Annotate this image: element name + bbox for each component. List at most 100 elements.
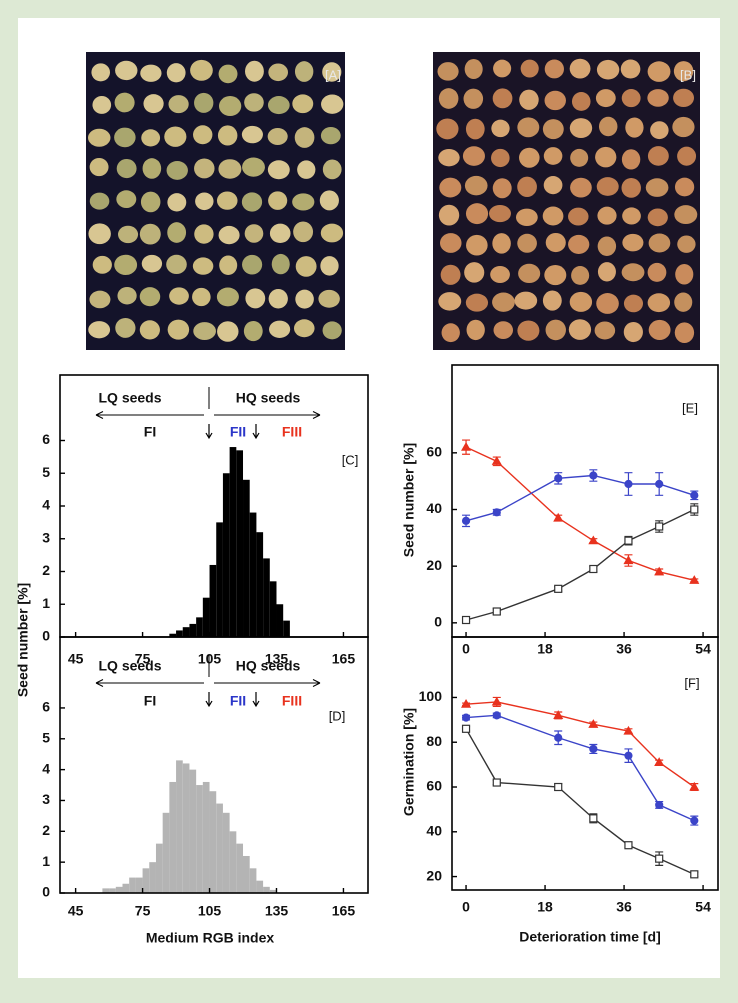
x-tick-label: 75 xyxy=(135,903,151,919)
annotation: [F] xyxy=(684,675,699,690)
seed xyxy=(190,59,213,81)
seed xyxy=(141,129,161,147)
seed xyxy=(438,88,459,109)
bar xyxy=(196,617,203,637)
y-tick-label: 2 xyxy=(42,562,50,578)
marker xyxy=(554,733,563,742)
bar xyxy=(249,868,257,893)
x-tick-label: 0 xyxy=(462,641,470,657)
seed xyxy=(164,126,187,147)
seed xyxy=(166,63,186,83)
seed xyxy=(464,262,485,283)
seed xyxy=(167,193,187,212)
annotation: [E] xyxy=(682,400,698,415)
bar xyxy=(149,862,156,893)
seed xyxy=(675,264,694,285)
marker xyxy=(624,536,633,545)
seed xyxy=(88,128,111,147)
x-tick-label: 36 xyxy=(616,899,632,915)
seed xyxy=(118,225,139,244)
y-tick-label: 2 xyxy=(42,822,50,838)
class-arrow xyxy=(205,424,213,440)
range-arrow xyxy=(214,679,321,687)
seed xyxy=(520,59,539,78)
seed xyxy=(269,223,291,244)
seed xyxy=(439,233,462,253)
y-tick-label: 20 xyxy=(426,557,442,573)
marker xyxy=(492,778,501,787)
seed xyxy=(647,61,671,82)
marker xyxy=(461,441,472,451)
seed xyxy=(569,291,593,312)
bar xyxy=(109,888,116,893)
bar xyxy=(256,532,264,637)
marker xyxy=(623,555,634,565)
annotation: FI xyxy=(144,424,156,440)
seed xyxy=(569,118,593,139)
seed xyxy=(519,89,539,110)
y-tick-label: 100 xyxy=(419,688,443,704)
marker xyxy=(655,854,664,863)
seed xyxy=(515,208,538,226)
seed xyxy=(436,118,459,140)
bar xyxy=(115,886,123,893)
seed xyxy=(244,93,264,112)
seed xyxy=(166,160,188,180)
seed xyxy=(597,236,617,257)
seed xyxy=(292,193,315,211)
seed xyxy=(518,263,541,284)
seed xyxy=(621,263,645,282)
bar xyxy=(142,868,150,893)
seed xyxy=(294,61,314,82)
seed xyxy=(194,158,215,179)
seed xyxy=(320,223,344,243)
seed xyxy=(194,224,214,244)
seed xyxy=(116,190,137,209)
marker xyxy=(553,512,564,522)
seed xyxy=(491,148,510,168)
seed xyxy=(297,160,316,179)
seed xyxy=(242,157,265,177)
bar xyxy=(229,447,237,637)
seed xyxy=(492,88,513,109)
bar xyxy=(216,522,223,637)
seed xyxy=(647,262,667,282)
seed xyxy=(596,59,620,80)
seed xyxy=(89,157,109,177)
y-tick-label: 60 xyxy=(426,444,442,460)
plot-frame xyxy=(59,636,369,894)
seed xyxy=(621,89,641,108)
annotation: LQ seeds xyxy=(98,658,161,674)
seed xyxy=(218,64,238,84)
seed xyxy=(647,293,671,313)
bar xyxy=(155,843,163,893)
class-arrow xyxy=(252,424,260,440)
seed xyxy=(622,207,641,225)
seed xyxy=(625,117,644,138)
y-tick-label: 1 xyxy=(42,853,50,869)
bar xyxy=(276,604,284,637)
seed xyxy=(245,60,264,82)
y-axis-label: Seed number [%] xyxy=(401,443,417,557)
y-tick-label: 5 xyxy=(42,464,50,480)
seed xyxy=(647,208,668,227)
marker xyxy=(554,782,563,792)
seed xyxy=(438,204,460,226)
bar xyxy=(263,558,270,637)
marker xyxy=(623,725,634,735)
seed xyxy=(647,146,669,166)
seed xyxy=(571,266,590,285)
bar xyxy=(182,627,190,637)
seed xyxy=(544,90,566,111)
seed xyxy=(674,205,698,225)
x-tick-label: 75 xyxy=(135,651,151,667)
seed xyxy=(463,88,484,109)
marker xyxy=(690,505,699,514)
seed xyxy=(194,92,214,113)
seed xyxy=(92,255,112,274)
seed xyxy=(570,177,592,198)
y-tick-label: 0 xyxy=(42,884,50,900)
marker xyxy=(689,575,700,584)
seed xyxy=(543,176,563,195)
